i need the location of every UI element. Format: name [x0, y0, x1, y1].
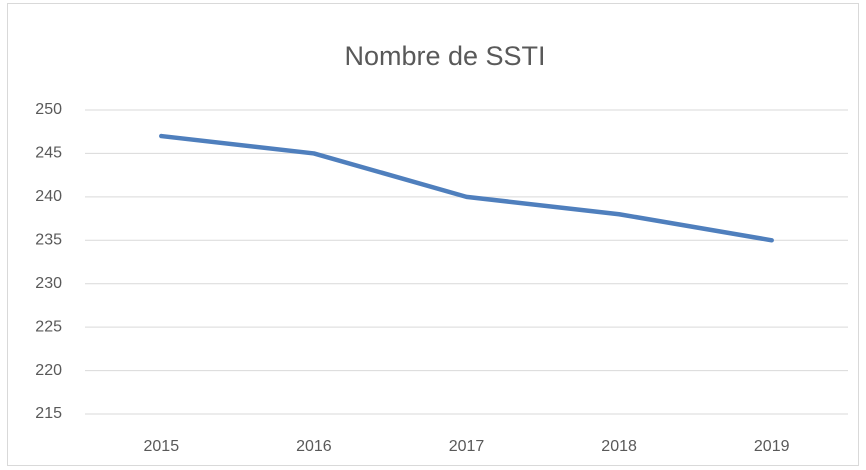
x-tick-label: 2018	[601, 438, 637, 455]
x-tick-label: 2015	[144, 438, 180, 455]
chart-title: Nombre de SSTI	[344, 41, 545, 71]
y-tick-label: 240	[35, 188, 62, 205]
x-tick-label: 2017	[449, 438, 485, 455]
line-series	[159, 133, 774, 243]
x-tick-label: 2019	[754, 438, 790, 455]
y-tick-label: 220	[35, 362, 62, 379]
y-tick-label: 245	[35, 145, 62, 162]
y-tick-label: 225	[35, 318, 62, 335]
chart-frame	[7, 3, 859, 466]
y-tick-label: 250	[35, 101, 62, 118]
x-tick-label: 2016	[296, 438, 332, 455]
y-tick-label: 230	[35, 275, 62, 292]
y-tick-label: 215	[35, 405, 62, 422]
y-tick-label: 235	[35, 232, 62, 249]
